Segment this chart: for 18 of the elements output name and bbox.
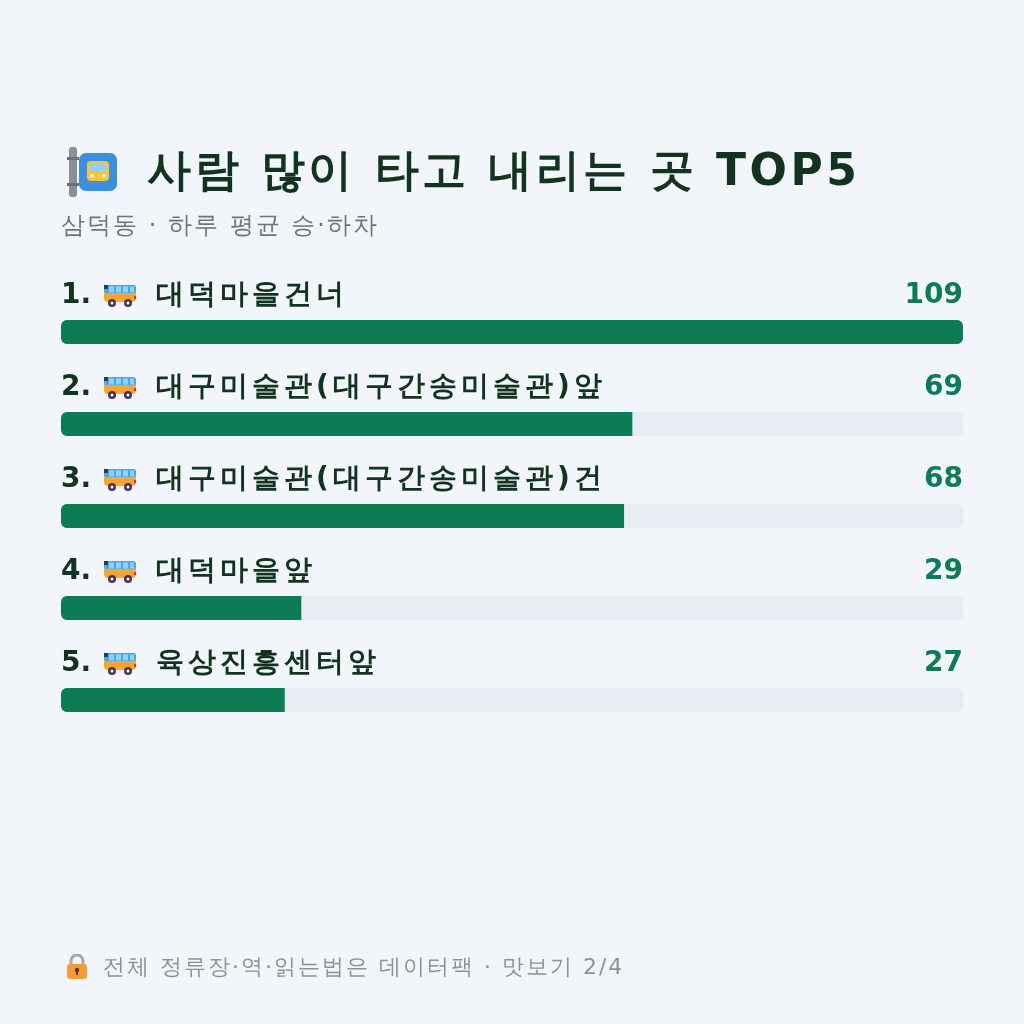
bar: [61, 503, 625, 529]
bar: [61, 687, 285, 712]
bar: [61, 320, 963, 345]
text: 전체 정류장·역·읽는법은 데이터팩 · 맛보기 2/4: [103, 953, 625, 981]
category-label: 4. 대덕마을앞: [61, 553, 317, 587]
chart-subtitle: 삼덕동 · 하루 평균 승·하차: [61, 210, 379, 241]
data-label: 27: [924, 645, 963, 679]
category-label: 2. 대구미술관(대구간송미술관)앞: [61, 369, 606, 403]
category-label: 1. 대덕마을건너: [61, 277, 349, 311]
category-label: 3. 대구미술관(대구간송미술관)건: [61, 461, 606, 495]
bar: [61, 411, 633, 437]
data-label: 68: [924, 461, 963, 495]
data-label: 109: [904, 277, 963, 311]
category-label: 5. 육상진흥센터앞: [61, 645, 381, 679]
chart-title: 사람 많이 타고 내리는 곳 TOP5: [147, 143, 861, 197]
data-label: 69: [924, 369, 963, 403]
data-label: 29: [924, 553, 963, 587]
bar: [61, 595, 302, 621]
